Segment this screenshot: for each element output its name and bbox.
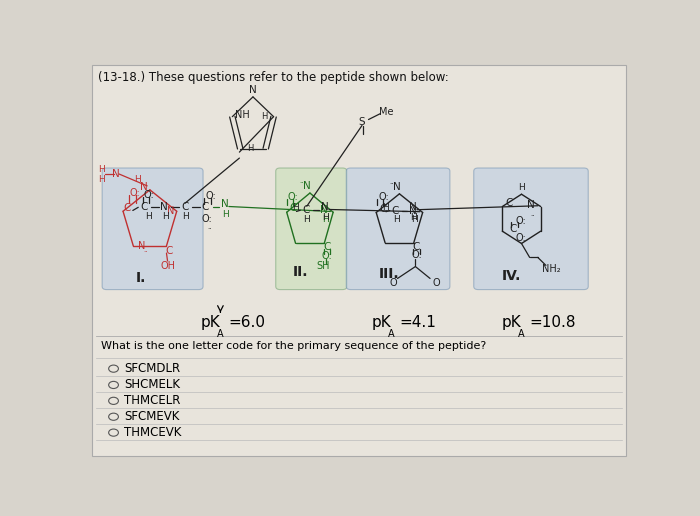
Text: H: H <box>303 215 310 223</box>
Text: ..: .. <box>531 211 535 217</box>
Text: N: N <box>139 182 147 191</box>
Text: A: A <box>388 329 395 340</box>
Text: N: N <box>409 205 416 216</box>
Text: N: N <box>303 181 311 191</box>
Text: =10.8: =10.8 <box>530 315 576 330</box>
FancyBboxPatch shape <box>346 168 450 289</box>
Text: O:: O: <box>321 251 332 261</box>
FancyBboxPatch shape <box>102 168 203 289</box>
Text: THMCELR: THMCELR <box>125 394 181 407</box>
Text: H: H <box>183 212 190 220</box>
FancyBboxPatch shape <box>276 168 346 289</box>
Text: SFCMDLR: SFCMDLR <box>125 362 181 375</box>
Text: O:: O: <box>201 214 212 224</box>
Text: pK: pK <box>201 315 220 330</box>
Text: O:: O: <box>144 190 155 200</box>
Text: ..: .. <box>143 247 148 253</box>
Text: N: N <box>220 199 228 209</box>
Text: C: C <box>290 203 297 213</box>
Text: H: H <box>393 215 400 224</box>
Text: N: N <box>112 169 120 179</box>
Text: ..: .. <box>300 178 304 184</box>
Text: H: H <box>410 213 417 222</box>
Text: N: N <box>249 85 257 95</box>
Text: C: C <box>165 246 173 256</box>
Text: H: H <box>323 213 329 222</box>
Text: C: C <box>202 202 209 212</box>
Text: H: H <box>321 215 328 224</box>
Text: A: A <box>518 329 525 340</box>
Text: C: C <box>323 243 330 252</box>
Text: I.: I. <box>136 271 146 285</box>
Text: H: H <box>134 175 141 184</box>
Text: O:: O: <box>516 216 526 226</box>
Text: OH: OH <box>160 261 176 271</box>
Text: pK: pK <box>372 315 391 330</box>
Text: N: N <box>138 241 145 251</box>
Text: N: N <box>319 205 328 215</box>
Text: C: C <box>140 202 148 212</box>
Text: ..: .. <box>208 224 212 230</box>
Text: N: N <box>409 202 416 212</box>
Text: O:: O: <box>206 191 216 201</box>
Text: =4.1: =4.1 <box>400 315 436 330</box>
Text: C: C <box>124 203 131 213</box>
Text: N: N <box>160 202 168 212</box>
Text: O:: O: <box>411 250 422 261</box>
Text: N: N <box>321 202 328 212</box>
Text: H: H <box>411 215 418 224</box>
Text: Me: Me <box>379 107 393 117</box>
Text: O:: O: <box>130 188 141 198</box>
Text: O: O <box>433 278 440 288</box>
Text: pK: pK <box>502 315 522 330</box>
Text: C: C <box>379 203 386 214</box>
Text: THMCEVK: THMCEVK <box>125 426 182 439</box>
Text: O:: O: <box>379 192 389 202</box>
Text: C: C <box>181 202 188 212</box>
Text: C: C <box>391 205 399 216</box>
Text: II.: II. <box>293 266 308 280</box>
Text: =6.0: =6.0 <box>228 315 265 330</box>
Text: O:: O: <box>288 192 299 202</box>
Text: ..: .. <box>389 179 393 185</box>
Text: H: H <box>162 212 169 220</box>
Text: (13-18.) These questions refer to the peptide shown below:: (13-18.) These questions refer to the pe… <box>98 71 449 84</box>
Text: H: H <box>98 165 104 174</box>
Text: N: N <box>527 200 535 209</box>
Text: SHCMELK: SHCMELK <box>125 378 181 392</box>
Text: O:: O: <box>516 233 526 244</box>
Text: SFCMEVK: SFCMEVK <box>125 410 180 423</box>
Text: What is the one letter code for the primary sequence of the peptide?: What is the one letter code for the prim… <box>101 341 486 351</box>
Text: H: H <box>98 174 104 184</box>
Text: H: H <box>293 203 300 212</box>
Text: C: C <box>302 205 309 215</box>
Text: NH₂: NH₂ <box>542 264 561 273</box>
Text: N: N <box>167 206 174 216</box>
Text: O: O <box>389 278 397 288</box>
Text: NH: NH <box>234 110 249 120</box>
Text: N: N <box>393 182 400 191</box>
Text: SH: SH <box>316 262 330 271</box>
Text: H: H <box>260 112 267 121</box>
Text: H: H <box>145 212 151 220</box>
Text: S: S <box>358 117 365 126</box>
Text: C: C <box>510 224 517 234</box>
Text: C: C <box>505 198 512 207</box>
Text: C: C <box>413 241 420 252</box>
Text: H: H <box>518 183 525 191</box>
Text: H: H <box>382 203 389 212</box>
FancyBboxPatch shape <box>92 65 626 456</box>
Text: H: H <box>222 210 229 219</box>
Text: A: A <box>217 329 224 340</box>
Text: IV.: IV. <box>502 269 522 283</box>
Text: III.: III. <box>378 267 399 282</box>
FancyBboxPatch shape <box>474 168 588 289</box>
Text: H: H <box>247 144 253 153</box>
